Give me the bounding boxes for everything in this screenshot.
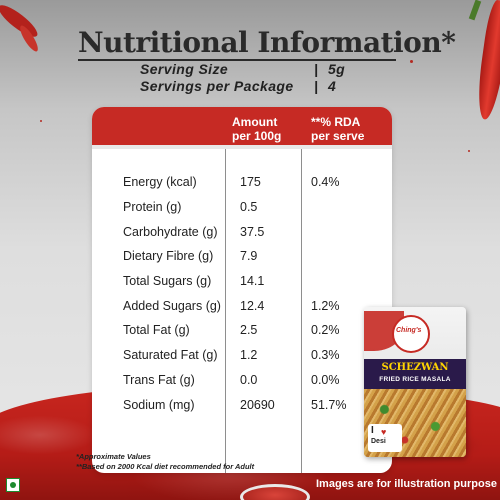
nutrient-rda: 51.7% <box>311 398 347 412</box>
nutrient-amount: 12.4 <box>240 299 265 313</box>
table-row: Sodium (mg) 20690 51.7% <box>92 398 392 418</box>
table-row: Trans Fat (g) 0.0 0.0% <box>92 373 392 393</box>
table-row: Dietary Fibre (g) 7.9 <box>92 249 392 269</box>
serving-size-label: Serving Size <box>140 61 229 77</box>
product-pack-image: Ching's SCHEZWAN FRIED RICE MASALA I ♥ D… <box>364 307 466 457</box>
servings-per-package-value: 4 <box>328 78 337 94</box>
product-subtitle: FRIED RICE MASALA <box>379 376 451 383</box>
nutrient-rda: 1.2% <box>311 299 340 313</box>
nutrient-name: Sodium (mg) <box>123 398 195 412</box>
nutrient-name: Protein (g) <box>123 200 182 214</box>
nutrient-amount: 7.9 <box>240 249 258 263</box>
footnote-rda: **Based on 2000 Kcal diet recommended fo… <box>76 462 255 471</box>
table-row: Added Sugars (g) 12.4 1.2% <box>92 299 392 319</box>
column-divider <box>225 107 226 473</box>
nutrient-name: Added Sugars (g) <box>123 299 221 313</box>
desi-badge <box>368 424 402 452</box>
chili-left-decoration <box>0 0 42 42</box>
header-rda-line2: per serve <box>311 129 365 143</box>
nutrient-amount: 37.5 <box>240 225 265 239</box>
table-row: Carbohydrate (g) 37.5 <box>92 225 392 245</box>
chili-right-decoration <box>473 0 500 121</box>
nutrient-rda: 0.0% <box>311 373 340 387</box>
page-title: Nutritional Information* <box>78 26 456 59</box>
nutrient-name: Total Fat (g) <box>123 323 190 337</box>
spice-speck <box>468 150 470 152</box>
nutrient-rda: 0.4% <box>311 175 340 189</box>
desi-badge-i: I <box>371 425 374 436</box>
header-amount: Amount per 100g <box>232 115 281 143</box>
desi-badge-text: Desi <box>371 438 386 445</box>
header-rda-line1: **% RDA <box>311 115 361 129</box>
nutrient-amount: 0.5 <box>240 200 258 214</box>
footnote-approx: *Approximate Values <box>76 452 151 461</box>
nutrient-amount: 175 <box>240 175 261 189</box>
brand-logo <box>392 315 430 353</box>
table-row: Total Fat (g) 2.5 0.2% <box>92 323 392 343</box>
nutrient-amount: 2.5 <box>240 323 258 337</box>
illustration-disclaimer: Images are for illustration purpose <box>316 478 497 490</box>
serving-size-value: 5g <box>328 61 346 77</box>
chili-stem-decoration <box>468 0 482 21</box>
heart-icon: ♥ <box>381 427 387 437</box>
nutrient-name: Trans Fat (g) <box>123 373 195 387</box>
title-underline <box>78 59 396 61</box>
nutrition-table: Amount per 100g **% RDA per serve Energy… <box>92 107 392 473</box>
nutrient-amount: 0.0 <box>240 373 258 387</box>
serving-size-line: Serving Size | 5g <box>140 61 345 77</box>
nutrient-name: Energy (kcal) <box>123 175 197 189</box>
header-amount-line1: Amount <box>232 115 278 129</box>
nutrient-name: Carbohydrate (g) <box>123 225 218 239</box>
servings-per-package-label: Servings per Package <box>140 78 294 94</box>
product-name: SCHEZWAN <box>381 362 449 373</box>
header-rda: **% RDA per serve <box>311 115 364 143</box>
separator: | <box>314 78 319 94</box>
header-amount-line2: per 100g <box>232 129 282 143</box>
brand-logo-text: Ching's <box>396 327 422 334</box>
table-row: Saturated Fat (g) 1.2 0.3% <box>92 348 392 368</box>
table-header: Amount per 100g **% RDA per serve <box>92 107 392 149</box>
nutrient-rda: 0.3% <box>311 348 340 362</box>
servings-per-package-line: Servings per Package | 4 <box>140 78 336 94</box>
nutrient-name: Dietary Fibre (g) <box>123 249 214 263</box>
column-divider <box>301 107 302 473</box>
separator: | <box>314 61 319 77</box>
table-row: Energy (kcal) 175 0.4% <box>92 175 392 195</box>
veg-dot <box>10 482 16 488</box>
nutrient-amount: 14.1 <box>240 274 265 288</box>
nutrient-amount: 1.2 <box>240 348 258 362</box>
spice-speck <box>40 120 42 122</box>
nutrient-amount: 20690 <box>240 398 275 412</box>
spice-speck <box>410 60 413 63</box>
nutrient-rda: 0.2% <box>311 323 340 337</box>
nutrient-name: Saturated Fat (g) <box>123 348 218 362</box>
nutrient-name: Total Sugars (g) <box>123 274 212 288</box>
pack-name-band <box>364 359 466 389</box>
table-row: Total Sugars (g) 14.1 <box>92 274 392 294</box>
veg-mark-icon <box>6 478 20 492</box>
table-row: Protein (g) 0.5 <box>92 200 392 220</box>
